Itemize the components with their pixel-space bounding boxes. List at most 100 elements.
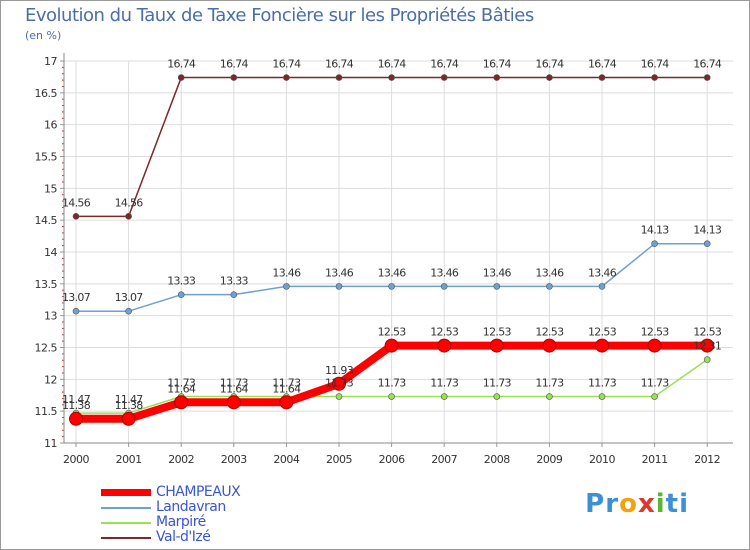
data-label: 11.73 xyxy=(535,377,564,390)
data-label: 16.74 xyxy=(430,58,459,71)
chart-legend: CHAMPEAUX Landavran Marpiré Val-d'Izé xyxy=(101,485,351,545)
data-point[interactable] xyxy=(598,283,606,290)
data-point[interactable] xyxy=(121,411,136,426)
data-point[interactable] xyxy=(598,393,606,400)
data-label: 12.53 xyxy=(641,326,670,339)
data-point[interactable] xyxy=(651,393,658,400)
data-label: 16.74 xyxy=(641,58,670,71)
data-label: 16.74 xyxy=(535,58,564,71)
data-label: 13.46 xyxy=(430,266,459,279)
data-label: 11.64 xyxy=(272,382,301,395)
data-point[interactable] xyxy=(493,393,501,400)
data-point[interactable] xyxy=(174,395,189,410)
data-point[interactable] xyxy=(703,240,711,248)
data-label: 13.46 xyxy=(378,266,407,279)
legend-item-val-d-ize[interactable]: Val-d'Izé xyxy=(101,530,351,545)
data-point[interactable] xyxy=(332,376,346,391)
data-point[interactable] xyxy=(125,307,132,315)
data-point[interactable] xyxy=(335,283,343,290)
x-tick-label: 2007 xyxy=(431,453,457,466)
data-label: 11.47 xyxy=(115,393,144,406)
data-point[interactable] xyxy=(388,283,395,290)
chart-title: Evolution du Taux de Taxe Foncière sur l… xyxy=(25,5,534,26)
data-label: 12.31 xyxy=(693,340,721,353)
data-point[interactable] xyxy=(542,338,557,353)
data-point[interactable] xyxy=(546,283,553,290)
legend-item-landavran[interactable]: Landavran xyxy=(101,500,351,515)
data-point[interactable] xyxy=(125,213,132,220)
data-point[interactable] xyxy=(700,338,715,353)
data-point[interactable] xyxy=(489,338,504,353)
data-point[interactable] xyxy=(279,395,294,410)
data-point[interactable] xyxy=(226,395,241,410)
data-label: 13.07 xyxy=(62,291,91,304)
data-label: 13.33 xyxy=(220,275,249,288)
data-point[interactable] xyxy=(651,74,658,81)
data-point[interactable] xyxy=(72,307,80,315)
data-label: 16.74 xyxy=(272,58,301,71)
proxiti-logo: Proxiti xyxy=(585,489,689,519)
data-point[interactable] xyxy=(440,283,448,290)
y-tick-label: 15 xyxy=(44,182,57,195)
data-point[interactable] xyxy=(595,338,609,353)
data-label: 14.13 xyxy=(641,224,670,237)
data-label: 12.53 xyxy=(483,326,512,339)
data-label-layer: 11.38 11.38 11.64 11.64 11.64 11.93 12.53 12.53… xyxy=(62,58,723,412)
data-label: 11.93 xyxy=(325,364,354,377)
logo-letter: o xyxy=(619,489,638,519)
data-point[interactable] xyxy=(598,74,606,81)
data-point[interactable] xyxy=(437,338,452,353)
legend-item-champeaux[interactable]: CHAMPEAUX xyxy=(101,485,351,500)
data-label: 11.73 xyxy=(641,377,670,390)
data-label: 11.73 xyxy=(167,377,196,390)
data-point[interactable] xyxy=(283,283,290,290)
y-tick-label: 14.5 xyxy=(35,214,58,227)
x-tick-label: 2004 xyxy=(273,453,299,466)
legend-item-marpire[interactable]: Marpiré xyxy=(101,515,351,530)
data-label: 11.64 xyxy=(167,382,196,395)
data-label: 12.53 xyxy=(693,326,722,339)
data-point[interactable] xyxy=(230,74,238,81)
data-point[interactable] xyxy=(335,74,343,81)
data-point[interactable] xyxy=(177,291,185,298)
legend-label-val-d-ize: Val-d'Izé xyxy=(156,529,211,545)
data-point[interactable] xyxy=(703,356,711,363)
data-point[interactable] xyxy=(335,393,343,400)
data-point[interactable] xyxy=(177,74,185,81)
grid-layer xyxy=(64,60,733,444)
data-point[interactable] xyxy=(388,393,395,400)
logo-letter: x xyxy=(637,489,656,519)
data-point[interactable] xyxy=(546,393,553,400)
data-label: 12.53 xyxy=(535,326,564,339)
data-point[interactable] xyxy=(72,213,80,220)
legend-swatch-val-d-ize xyxy=(101,537,151,539)
data-point[interactable] xyxy=(703,74,711,81)
data-point[interactable] xyxy=(230,291,238,298)
x-tick-label: 2011 xyxy=(642,453,668,466)
x-tick-label: 2010 xyxy=(589,453,615,466)
data-label: 12.53 xyxy=(430,326,459,339)
data-label: 12.53 xyxy=(588,326,617,339)
data-point[interactable] xyxy=(493,74,501,81)
data-point[interactable] xyxy=(546,74,553,81)
data-point[interactable] xyxy=(388,74,395,81)
logo-letter: r xyxy=(605,489,620,519)
data-point[interactable] xyxy=(440,393,448,400)
data-point[interactable] xyxy=(69,411,83,426)
data-label: 14.13 xyxy=(693,224,722,237)
x-tick-label: 2008 xyxy=(484,453,510,466)
data-point[interactable] xyxy=(647,338,662,353)
data-point[interactable] xyxy=(440,74,448,81)
data-label: 16.74 xyxy=(325,58,354,71)
x-tick-label: 2000 xyxy=(63,453,89,466)
legend-label-landavran: Landavran xyxy=(156,499,226,515)
data-point[interactable] xyxy=(384,338,399,353)
data-label: 13.33 xyxy=(167,275,196,288)
data-point[interactable] xyxy=(283,74,290,81)
data-point[interactable] xyxy=(651,240,658,248)
data-point[interactable] xyxy=(493,283,501,290)
logo-letter: t xyxy=(665,489,680,519)
y-tick-label: 13 xyxy=(44,310,57,323)
